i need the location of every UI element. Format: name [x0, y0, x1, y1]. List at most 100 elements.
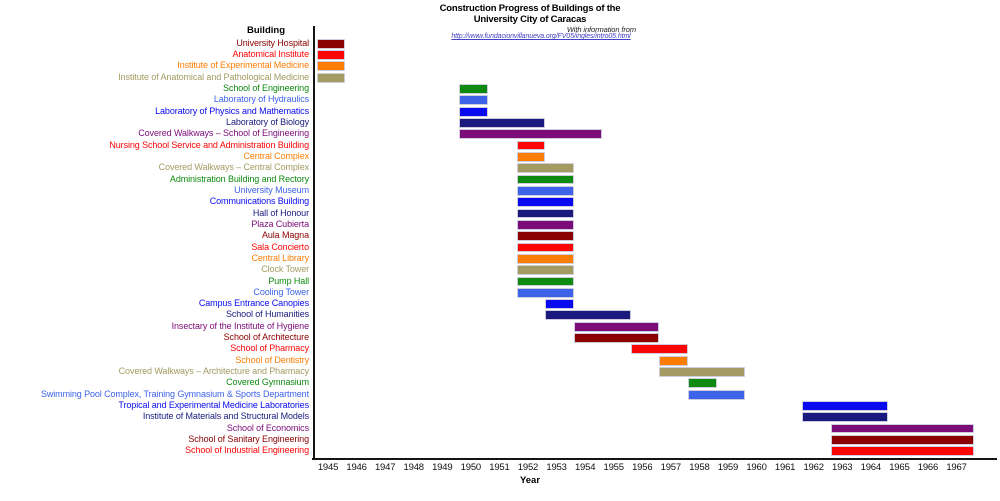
chart-title: Construction Progress of Buildings of th…: [230, 3, 830, 25]
x-tick-label: 1948: [403, 462, 425, 473]
x-tick-label: 1958: [689, 462, 710, 473]
gantt-bar: [802, 401, 888, 411]
x-tick-label: 1967: [946, 462, 967, 473]
x-tick-label: 1957: [660, 462, 682, 473]
row-label: Covered Walkways – Central Complex: [158, 162, 309, 173]
row-label: Laboratory of Hydraulics: [213, 94, 309, 105]
row-label: Covered Walkways – Architecture and Phar…: [118, 366, 309, 377]
gantt-bar: [516, 140, 546, 151]
gantt-bar: [687, 389, 746, 400]
row-label: Administration Building and Rectory: [169, 173, 309, 184]
x-tick-label: 1953: [546, 462, 567, 473]
gantt-bar: [316, 72, 346, 83]
x-tick-label: 1947: [374, 462, 396, 473]
row-label: School of Industrial Engineering: [185, 445, 309, 456]
x-tick-label: 1963: [832, 462, 853, 473]
gantt-bar: [459, 106, 488, 117]
row-label: Pump Hall: [268, 275, 309, 286]
gantt-bar: [459, 129, 603, 140]
row-label: Plaza Cubierta: [251, 218, 309, 229]
x-tick-label: 1952: [517, 462, 539, 473]
row-label: Institute of Materials and Structural Mo…: [142, 411, 309, 422]
row-label: Nursing School Service and Administratio…: [109, 139, 309, 150]
credit-link[interactable]: http://www.fundacionvillanueva.org/FV05/…: [451, 33, 631, 40]
row-label: School of Humanities: [225, 309, 309, 320]
gantt-bar: [516, 197, 574, 208]
row-label: School of Dentistry: [235, 354, 309, 365]
row-label: University Museum: [234, 184, 309, 195]
chart-title-line1: Construction Progress of Buildings of th…: [439, 3, 621, 14]
x-tick-label: 1946: [346, 462, 367, 473]
gantt-bar: [830, 423, 974, 434]
x-tick-label: 1959: [717, 462, 739, 473]
gantt-bar: [516, 287, 574, 298]
gantt-bar: [516, 242, 574, 253]
row-label: University Hospital: [236, 37, 309, 48]
x-tick-label: 1965: [889, 462, 910, 473]
row-label: Cooling Tower: [253, 286, 309, 297]
row-label: Laboratory of Biology: [226, 117, 309, 128]
row-label: Campus Entrance Canopies: [198, 298, 309, 309]
gantt-bar: [687, 378, 717, 389]
chart-title-line2: University City of Caracas: [473, 14, 587, 25]
x-tick-label: 1960: [746, 462, 767, 473]
gantt-bar: [316, 38, 346, 49]
gantt-bar: [516, 208, 574, 219]
gantt-bar: [630, 344, 688, 355]
row-label: Anatomical Institute: [232, 49, 309, 60]
building-column-header: Building: [247, 25, 285, 36]
gantt-bar: [316, 61, 346, 72]
gantt-bar: [516, 253, 574, 264]
x-tick-label: 1951: [489, 462, 510, 473]
x-tick-label: 1962: [803, 462, 824, 473]
y-axis-line: [313, 26, 315, 459]
row-label: Hall of Honour: [252, 207, 309, 218]
gantt-bar: [516, 163, 574, 174]
row-label: Clock Tower: [261, 264, 309, 275]
x-tick-label: 1964: [860, 462, 882, 473]
gantt-bar: [516, 265, 574, 275]
gantt-bar: [573, 333, 660, 343]
row-label: Covered Gymnasium: [226, 377, 309, 388]
row-label: Laboratory of Physics and Mathematics: [155, 105, 309, 116]
row-label: Central Complex: [243, 151, 309, 161]
row-label: Communications Building: [209, 196, 309, 207]
row-label: School of Pharmacy: [230, 343, 309, 354]
gantt-bar: [573, 321, 660, 332]
row-label: Insectary of the Institute of Hygiene: [171, 320, 309, 331]
x-tick-label: 1954: [574, 462, 596, 473]
row-label: Sala Concierto: [251, 241, 309, 252]
row-label: Central Library: [251, 252, 309, 263]
gantt-bar: [516, 231, 574, 242]
row-label: Covered Walkways – School of Engineering: [138, 128, 309, 139]
gantt-bar: [659, 355, 688, 366]
gantt-bar: [316, 50, 346, 60]
gantt-bar: [545, 299, 574, 309]
gantt-bar: [659, 367, 746, 377]
row-label: School of Architecture: [223, 332, 309, 343]
x-tick-label: 1956: [632, 462, 653, 473]
row-label: Tropical and Experimental Medicine Labor…: [118, 400, 309, 411]
x-tick-label: 1955: [603, 462, 625, 473]
gantt-bar: [516, 219, 574, 230]
gantt-bar: [802, 412, 888, 423]
x-tick-label: 1961: [774, 462, 796, 473]
gantt-bar: [459, 95, 488, 106]
x-tick-label: 1949: [432, 462, 453, 473]
row-label: Institute of Experimental Medicine: [177, 60, 309, 71]
row-label: School of Engineering: [223, 83, 309, 94]
row-label: Aula Magna: [261, 230, 309, 241]
row-label: Institute of Anatomical and Pathological…: [118, 71, 309, 82]
gantt-bar: [830, 435, 974, 445]
row-label: Swimming Pool Complex, Training Gymnasiu…: [40, 388, 309, 399]
x-axis-line: [312, 458, 997, 460]
x-tick-label: 1966: [917, 462, 939, 473]
credit-note: With information from: [566, 25, 636, 34]
x-tick-label: 1945: [317, 462, 339, 473]
gantt-bar: [830, 446, 974, 457]
row-label: School of Economics: [226, 422, 309, 433]
gantt-bar: [516, 152, 546, 162]
gantt-bar: [545, 310, 631, 321]
row-label: School of Sanitary Engineering: [188, 434, 309, 444]
